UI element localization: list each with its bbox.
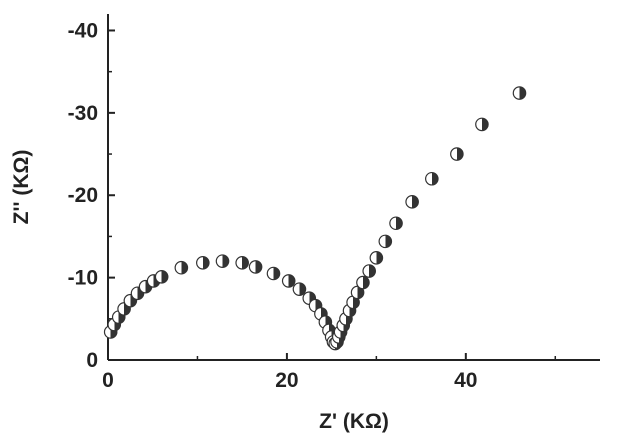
data-point xyxy=(389,216,403,231)
y-tick-label: -30 xyxy=(68,102,98,125)
data-point xyxy=(405,195,419,209)
x-axis-label: Z' (KΩ) xyxy=(319,410,389,433)
data-point xyxy=(292,282,307,296)
data-points xyxy=(103,86,527,351)
data-point xyxy=(450,147,464,161)
y-tick-label: -20 xyxy=(68,184,98,207)
data-point xyxy=(362,264,377,278)
data-point xyxy=(266,266,281,281)
data-point xyxy=(512,86,527,100)
ticks: 0 20 40 0 -10 -20 -30 -40 xyxy=(68,19,557,392)
data-point xyxy=(356,275,370,290)
data-point xyxy=(369,251,384,265)
data-point xyxy=(475,117,489,132)
x-tick-label: 0 xyxy=(102,369,114,392)
data-point xyxy=(248,260,263,274)
data-point xyxy=(281,274,296,288)
data-point xyxy=(215,254,230,268)
data-point xyxy=(235,255,249,270)
data-point xyxy=(174,260,189,275)
data-point xyxy=(425,171,439,186)
y-tick-label: -10 xyxy=(68,267,98,290)
data-point xyxy=(196,255,210,270)
y-tick-label: -40 xyxy=(68,19,98,42)
data-point xyxy=(378,234,393,249)
x-tick-label: 40 xyxy=(454,369,477,392)
y-axis-label: Z'' (KΩ) xyxy=(10,150,33,225)
data-point xyxy=(154,269,169,284)
y-tick-label: 0 xyxy=(86,349,98,372)
x-tick-label: 20 xyxy=(275,369,298,392)
